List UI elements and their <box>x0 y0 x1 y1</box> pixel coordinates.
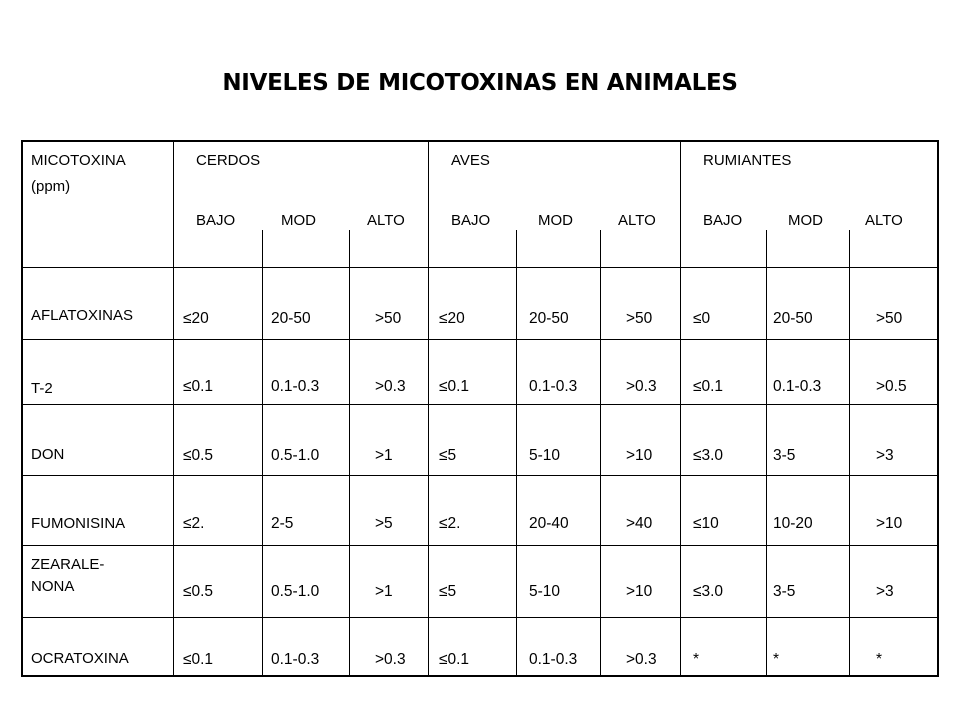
subheader-aves-mod: MOD <box>538 212 573 229</box>
subheader-aves-bajo: BAJO <box>451 212 491 229</box>
subcolumn-divider <box>262 230 263 675</box>
row-divider <box>23 339 937 340</box>
row-label: FUMONISINA <box>31 515 126 532</box>
subheader-rumiantes-bajo: BAJO <box>703 212 743 229</box>
subcolumn-divider <box>516 230 517 675</box>
row-divider <box>23 475 937 476</box>
table-cell: ≤0.1 <box>439 651 470 668</box>
table-cell: >10 <box>876 515 903 532</box>
mycotoxin-table: MICOTOXINA (ppm) CERDOS AVES RUMIANTES B… <box>21 140 939 677</box>
table-cell: 0.1-0.3 <box>529 651 578 668</box>
table-cell: 0.1-0.3 <box>271 651 320 668</box>
table-cell: ≤20 <box>183 310 209 327</box>
column-divider <box>680 142 681 675</box>
table-cell: 0.5-1.0 <box>271 447 320 464</box>
subcolumn-divider <box>766 230 767 675</box>
row-divider <box>23 267 937 268</box>
table-cell: >10 <box>626 447 653 464</box>
table-cell: >1 <box>375 447 393 464</box>
table-cell: ≤0.5 <box>183 447 214 464</box>
table-cell: ≤20 <box>439 310 465 327</box>
table-cell: * <box>773 651 780 668</box>
table-cell: >0.3 <box>626 651 657 668</box>
subheader-cerdos-alto: ALTO <box>367 212 405 229</box>
row-label: OCRATOXINA <box>31 650 129 667</box>
table-cell: 3-5 <box>773 583 796 600</box>
table-cell: ≤3.0 <box>693 583 724 600</box>
row-label: AFLATOXINAS <box>31 307 133 324</box>
table-cell: 20-50 <box>773 310 813 327</box>
table-cell: >50 <box>626 310 653 327</box>
table-cell: 3-5 <box>773 447 796 464</box>
table-cell: 0.5-1.0 <box>271 583 320 600</box>
table-cell: ≤0.1 <box>693 378 724 395</box>
table-cell: 0.1-0.3 <box>773 378 822 395</box>
table-cell: 0.1-0.3 <box>271 378 320 395</box>
table-cell: >5 <box>375 515 393 532</box>
row-label: T-2 <box>31 380 53 397</box>
table-cell: ≤3.0 <box>693 447 724 464</box>
table-cell: 5-10 <box>529 583 561 600</box>
table-cell: >50 <box>375 310 402 327</box>
subcolumn-divider <box>349 230 350 675</box>
table-cell: 20-50 <box>529 310 569 327</box>
row-divider <box>23 617 937 618</box>
table-cell: >40 <box>626 515 653 532</box>
page-title: NIVELES DE MICOTOXINAS EN ANIMALES <box>222 70 738 96</box>
table-cell: 2-5 <box>271 515 294 532</box>
table-cell: >0.3 <box>375 378 406 395</box>
table-cell: ≤5 <box>439 447 457 464</box>
column-divider <box>173 142 174 675</box>
table-cell: ≤0.1 <box>183 378 214 395</box>
table-cell: 20-50 <box>271 310 311 327</box>
subcolumn-divider <box>600 230 601 675</box>
subheader-rumiantes-mod: MOD <box>788 212 823 229</box>
subheader-aves-alto: ALTO <box>618 212 656 229</box>
row-divider <box>23 404 937 405</box>
header-cerdos: CERDOS <box>196 152 261 169</box>
table-cell: * <box>876 651 883 668</box>
table-cell: 20-40 <box>529 515 569 532</box>
header-rumiantes: RUMIANTES <box>703 152 792 169</box>
table-cell: ≤0.5 <box>183 583 214 600</box>
table-cell: >10 <box>626 583 653 600</box>
table-cell: >0.5 <box>876 378 907 395</box>
header-ppm: (ppm) <box>31 178 71 195</box>
row-label: NONA <box>31 578 75 595</box>
subcolumn-divider <box>849 230 850 675</box>
table-cell: ≤2. <box>439 515 461 532</box>
row-divider <box>23 545 937 546</box>
table-cell: >3 <box>876 447 894 464</box>
table-cell: ≤5 <box>439 583 457 600</box>
table-cell: 10-20 <box>773 515 813 532</box>
subheader-rumiantes-alto: ALTO <box>865 212 903 229</box>
table-cell: ≤2. <box>183 515 205 532</box>
table-cell: ≤0.1 <box>439 378 470 395</box>
subheader-cerdos-bajo: BAJO <box>196 212 236 229</box>
table-cell: * <box>693 651 700 668</box>
table-cell: >50 <box>876 310 903 327</box>
table-cell: >3 <box>876 583 894 600</box>
table-cell: >1 <box>375 583 393 600</box>
table-cell: 5-10 <box>529 447 561 464</box>
column-divider <box>428 142 429 675</box>
table-cell: ≤10 <box>693 515 719 532</box>
table-cell: 0.1-0.3 <box>529 378 578 395</box>
table-cell: ≤0 <box>693 310 711 327</box>
header-micotoxina: MICOTOXINA <box>31 152 126 169</box>
header-aves: AVES <box>451 152 490 169</box>
row-label: DON <box>31 446 65 463</box>
subheader-cerdos-mod: MOD <box>281 212 316 229</box>
table-cell: >0.3 <box>375 651 406 668</box>
table-cell: ≤0.1 <box>183 651 214 668</box>
table-cell: >0.3 <box>626 378 657 395</box>
row-label: ZEARALE- <box>31 556 105 573</box>
